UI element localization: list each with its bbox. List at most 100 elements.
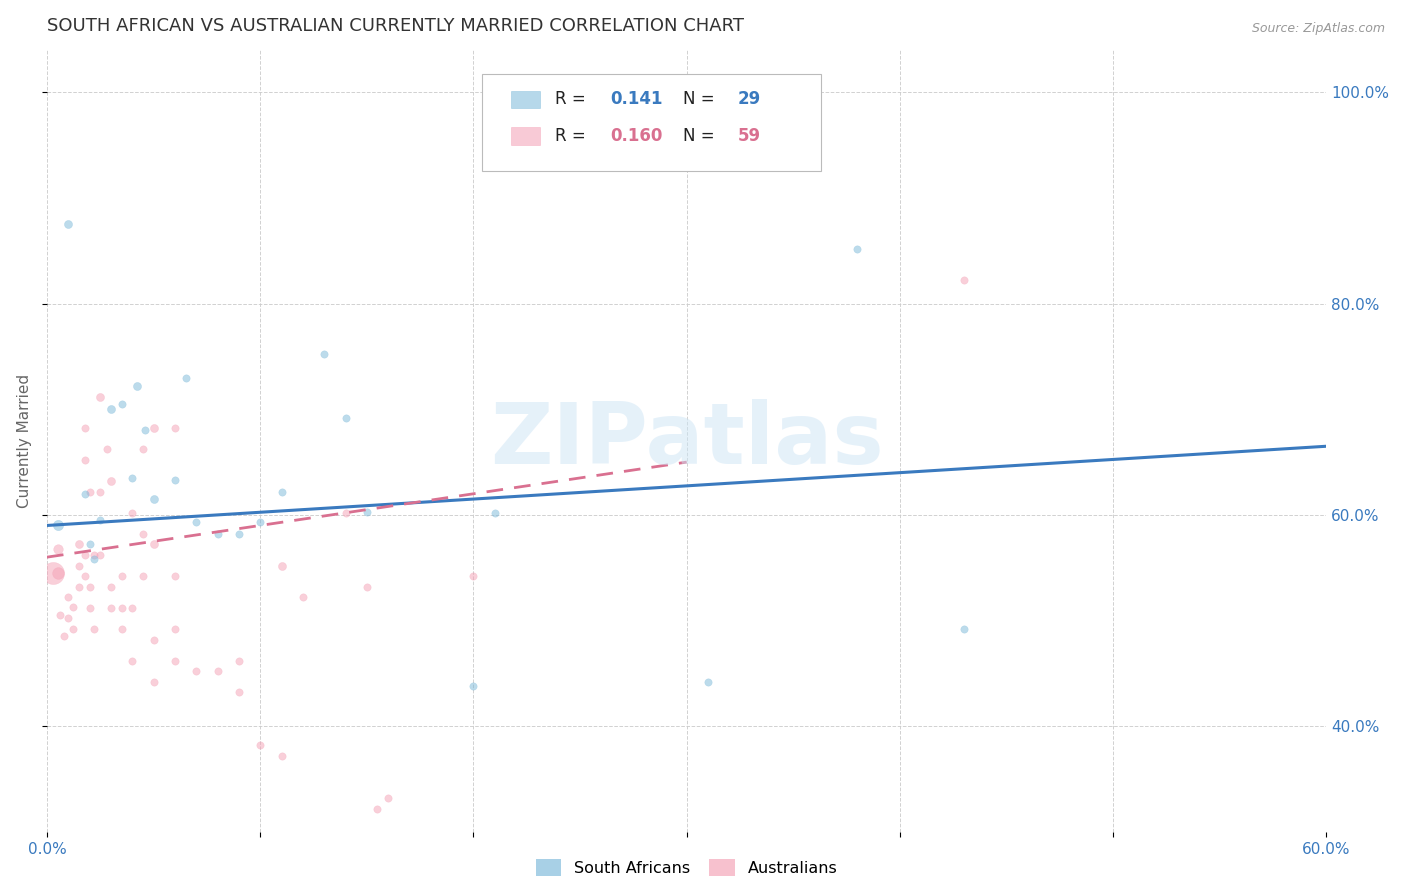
- Point: [110, 600, 132, 615]
- Point: [228, 654, 250, 668]
- Point: [48, 608, 70, 623]
- Point: [846, 242, 869, 256]
- Text: Source: ZipAtlas.com: Source: ZipAtlas.com: [1251, 22, 1385, 36]
- Point: [67, 558, 90, 573]
- Point: [484, 506, 506, 520]
- Point: [100, 580, 122, 594]
- Text: R =: R =: [555, 127, 591, 145]
- Point: [335, 506, 357, 520]
- Point: [132, 569, 155, 583]
- Point: [228, 685, 250, 699]
- Point: [58, 218, 80, 232]
- Point: [121, 506, 143, 520]
- Point: [163, 569, 186, 583]
- Point: [163, 654, 186, 668]
- Point: [697, 674, 720, 689]
- Point: [163, 622, 186, 636]
- Point: [62, 622, 84, 636]
- Point: [132, 442, 155, 457]
- Point: [53, 629, 76, 643]
- Point: [121, 600, 143, 615]
- Text: R =: R =: [555, 90, 591, 108]
- Text: 59: 59: [738, 127, 761, 145]
- Point: [377, 791, 399, 805]
- Point: [163, 473, 186, 487]
- Text: 0.160: 0.160: [610, 127, 662, 145]
- Point: [121, 471, 143, 485]
- Point: [132, 527, 155, 541]
- Point: [953, 273, 976, 287]
- FancyBboxPatch shape: [482, 73, 821, 171]
- Point: [186, 665, 208, 679]
- Point: [249, 516, 271, 530]
- Point: [207, 527, 229, 541]
- Point: [142, 632, 165, 647]
- FancyBboxPatch shape: [512, 128, 540, 145]
- Point: [142, 421, 165, 435]
- Point: [96, 442, 118, 457]
- Point: [62, 599, 84, 614]
- Point: [291, 591, 314, 605]
- Point: [89, 484, 111, 499]
- Point: [207, 665, 229, 679]
- Point: [89, 548, 111, 562]
- Point: [463, 679, 485, 693]
- Point: [79, 537, 101, 551]
- Point: [75, 421, 97, 435]
- Point: [89, 390, 111, 404]
- Point: [314, 347, 336, 361]
- Point: [270, 748, 292, 763]
- Point: [142, 491, 165, 506]
- Point: [121, 654, 143, 668]
- Point: [79, 484, 101, 499]
- Point: [75, 569, 97, 583]
- Point: [89, 513, 111, 527]
- FancyBboxPatch shape: [512, 91, 540, 108]
- Point: [463, 569, 485, 583]
- Point: [75, 453, 97, 467]
- Point: [174, 370, 197, 384]
- Point: [953, 622, 976, 636]
- Text: ZIPatlas: ZIPatlas: [489, 400, 883, 483]
- Point: [356, 580, 378, 594]
- Point: [100, 600, 122, 615]
- Text: 29: 29: [738, 90, 761, 108]
- Point: [75, 548, 97, 562]
- Point: [100, 474, 122, 488]
- Point: [83, 622, 105, 636]
- Text: SOUTH AFRICAN VS AUSTRALIAN CURRENTLY MARRIED CORRELATION CHART: SOUTH AFRICAN VS AUSTRALIAN CURRENTLY MA…: [46, 17, 744, 35]
- Y-axis label: Currently Married: Currently Married: [17, 374, 32, 508]
- Point: [163, 421, 186, 435]
- Point: [356, 505, 378, 519]
- Point: [58, 611, 80, 625]
- Point: [142, 674, 165, 689]
- Point: [46, 518, 69, 533]
- Text: N =: N =: [683, 127, 720, 145]
- Point: [142, 537, 165, 551]
- Point: [110, 569, 132, 583]
- Point: [83, 552, 105, 566]
- Point: [366, 801, 388, 815]
- Text: N =: N =: [683, 90, 720, 108]
- Point: [110, 622, 132, 636]
- Point: [125, 379, 148, 393]
- Point: [46, 566, 69, 580]
- Point: [110, 397, 132, 411]
- Point: [46, 541, 69, 556]
- Point: [270, 558, 292, 573]
- Point: [228, 527, 250, 541]
- Point: [67, 580, 90, 594]
- Point: [134, 424, 156, 438]
- Point: [79, 580, 101, 594]
- Point: [83, 548, 105, 562]
- Point: [100, 402, 122, 417]
- Point: [75, 487, 97, 501]
- Text: 0.141: 0.141: [610, 90, 662, 108]
- Legend: South Africans, Australians: South Africans, Australians: [530, 852, 844, 882]
- Point: [67, 537, 90, 551]
- Point: [42, 566, 65, 580]
- Point: [335, 410, 357, 425]
- Point: [249, 738, 271, 752]
- Point: [186, 516, 208, 530]
- Point: [79, 600, 101, 615]
